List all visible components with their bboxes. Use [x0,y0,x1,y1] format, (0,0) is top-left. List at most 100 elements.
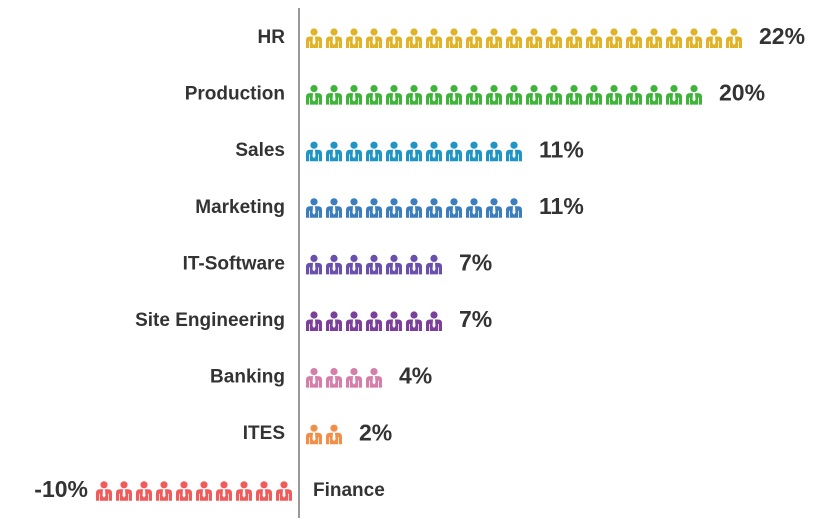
person-icon [426,198,442,218]
icon-head [330,311,338,319]
category-label: Finance [313,480,385,501]
icon-tie [372,319,376,328]
person-icon [426,28,442,48]
icon-head [670,28,678,36]
pictograph-bar [96,481,292,501]
icon-head [410,28,418,36]
icon-tie [432,36,436,45]
person-icon [156,481,172,501]
icon-tie [452,36,456,45]
person-icon [306,198,322,218]
icon-tie [452,93,456,102]
person-icon [546,28,562,48]
icon-tie [572,93,576,102]
icon-head [310,311,318,319]
person-icon [466,85,482,105]
icon-tie [412,149,416,159]
icon-head [510,141,518,149]
icon-tie [632,36,636,45]
icon-head [310,28,318,36]
icon-tie [122,489,126,498]
person-icon [366,311,382,331]
person-icon [466,141,482,162]
person-icon [406,85,422,105]
icon-head [350,254,358,262]
person-icon [506,85,522,105]
person-icon [406,254,422,275]
person-icon [386,28,402,48]
icon-tie [412,206,416,215]
icon-tie [432,93,436,102]
person-icon [346,254,362,275]
icon-tie [692,93,696,102]
category-label: Marketing [195,197,285,218]
icon-head [120,481,128,489]
icon-head [310,198,318,206]
icon-head [630,85,638,93]
person-icon [506,198,522,218]
person-icon [326,254,342,275]
icon-tie [372,206,376,215]
icon-head [370,85,378,93]
icon-tie [552,93,556,102]
person-icon [506,28,522,48]
person-icon [236,481,252,501]
value-label: 4% [399,363,432,389]
icon-tie [472,206,476,215]
icon-tie [532,36,536,45]
icon-head [450,28,458,36]
person-icon [306,254,322,275]
pictograph-bar [306,85,702,105]
person-icon [406,198,422,218]
icon-tie [432,149,436,159]
icon-head [310,254,318,262]
icon-tie [632,93,636,102]
person-icon [326,28,342,48]
value-label: 11% [539,193,584,219]
icon-tie [392,206,396,215]
icon-tie [392,93,396,102]
person-icon [446,141,462,162]
icon-head [470,85,478,93]
value-label: 20% [719,80,765,106]
icon-head [410,85,418,93]
person-icon [386,141,402,162]
icon-tie [352,262,356,272]
icon-head [350,198,358,206]
icon-head [260,481,268,489]
person-icon [446,28,462,48]
icon-head [350,28,358,36]
person-icon [446,198,462,218]
person-icon [466,28,482,48]
person-icon [326,368,342,388]
person-icon [196,481,212,501]
icon-head [370,311,378,319]
icon-tie [672,36,676,45]
person-icon [666,28,682,48]
icon-tie [512,149,516,159]
person-icon [566,85,582,105]
icon-tie [492,36,496,45]
person-icon [386,85,402,105]
person-icon [406,311,422,331]
category-label: Banking [210,367,285,388]
icon-head [350,311,358,319]
icon-tie [372,376,376,385]
icon-head [610,28,618,36]
person-icon [256,481,272,501]
icon-tie [472,149,476,159]
category-label: ITES [243,423,285,444]
icon-head [610,85,618,93]
icon-tie [222,489,226,498]
icon-tie [352,376,356,385]
person-icon [176,481,192,501]
person-icon [646,85,662,105]
icon-head [690,85,698,93]
icon-tie [392,149,396,159]
person-icon [486,141,502,162]
icon-tie [332,36,336,45]
person-icon [366,198,382,218]
icon-head [570,28,578,36]
value-label: -10% [34,476,88,502]
person-icon [306,28,322,48]
